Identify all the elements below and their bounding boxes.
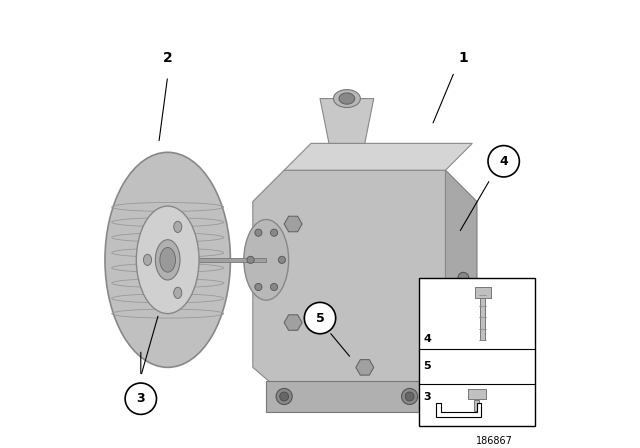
Ellipse shape xyxy=(173,221,182,233)
Ellipse shape xyxy=(160,247,175,272)
Polygon shape xyxy=(356,360,374,375)
Ellipse shape xyxy=(136,206,199,314)
Ellipse shape xyxy=(143,254,152,265)
Circle shape xyxy=(255,229,262,236)
Polygon shape xyxy=(284,216,302,232)
Circle shape xyxy=(280,392,289,401)
Ellipse shape xyxy=(339,93,355,104)
Text: 5: 5 xyxy=(423,361,431,371)
Circle shape xyxy=(255,284,262,291)
Text: 1: 1 xyxy=(458,51,468,65)
Ellipse shape xyxy=(173,287,182,298)
Circle shape xyxy=(458,272,468,283)
Text: 3: 3 xyxy=(423,392,431,402)
Circle shape xyxy=(304,302,336,334)
Bar xyxy=(186,258,266,262)
Text: 186867: 186867 xyxy=(476,436,513,446)
Polygon shape xyxy=(266,381,432,412)
Text: 4: 4 xyxy=(423,334,431,344)
Polygon shape xyxy=(284,143,472,170)
Text: 3: 3 xyxy=(136,392,145,405)
Ellipse shape xyxy=(244,220,289,300)
Circle shape xyxy=(247,256,254,263)
Circle shape xyxy=(405,392,414,401)
Polygon shape xyxy=(436,403,481,417)
Circle shape xyxy=(271,229,278,236)
Text: 4: 4 xyxy=(499,155,508,168)
Ellipse shape xyxy=(156,240,180,280)
Polygon shape xyxy=(320,99,374,143)
Ellipse shape xyxy=(333,90,360,108)
Bar xyxy=(480,298,485,340)
Polygon shape xyxy=(253,170,477,394)
Text: 2: 2 xyxy=(163,51,173,65)
Circle shape xyxy=(276,388,292,405)
Ellipse shape xyxy=(105,152,230,367)
Circle shape xyxy=(401,388,418,405)
FancyBboxPatch shape xyxy=(419,278,535,426)
Circle shape xyxy=(278,256,285,263)
Circle shape xyxy=(271,284,278,291)
Polygon shape xyxy=(475,287,491,298)
Polygon shape xyxy=(445,170,477,394)
Text: 5: 5 xyxy=(316,311,324,325)
Circle shape xyxy=(488,146,520,177)
Bar xyxy=(474,400,479,411)
Circle shape xyxy=(125,383,157,414)
Polygon shape xyxy=(468,389,486,399)
Polygon shape xyxy=(284,315,302,330)
